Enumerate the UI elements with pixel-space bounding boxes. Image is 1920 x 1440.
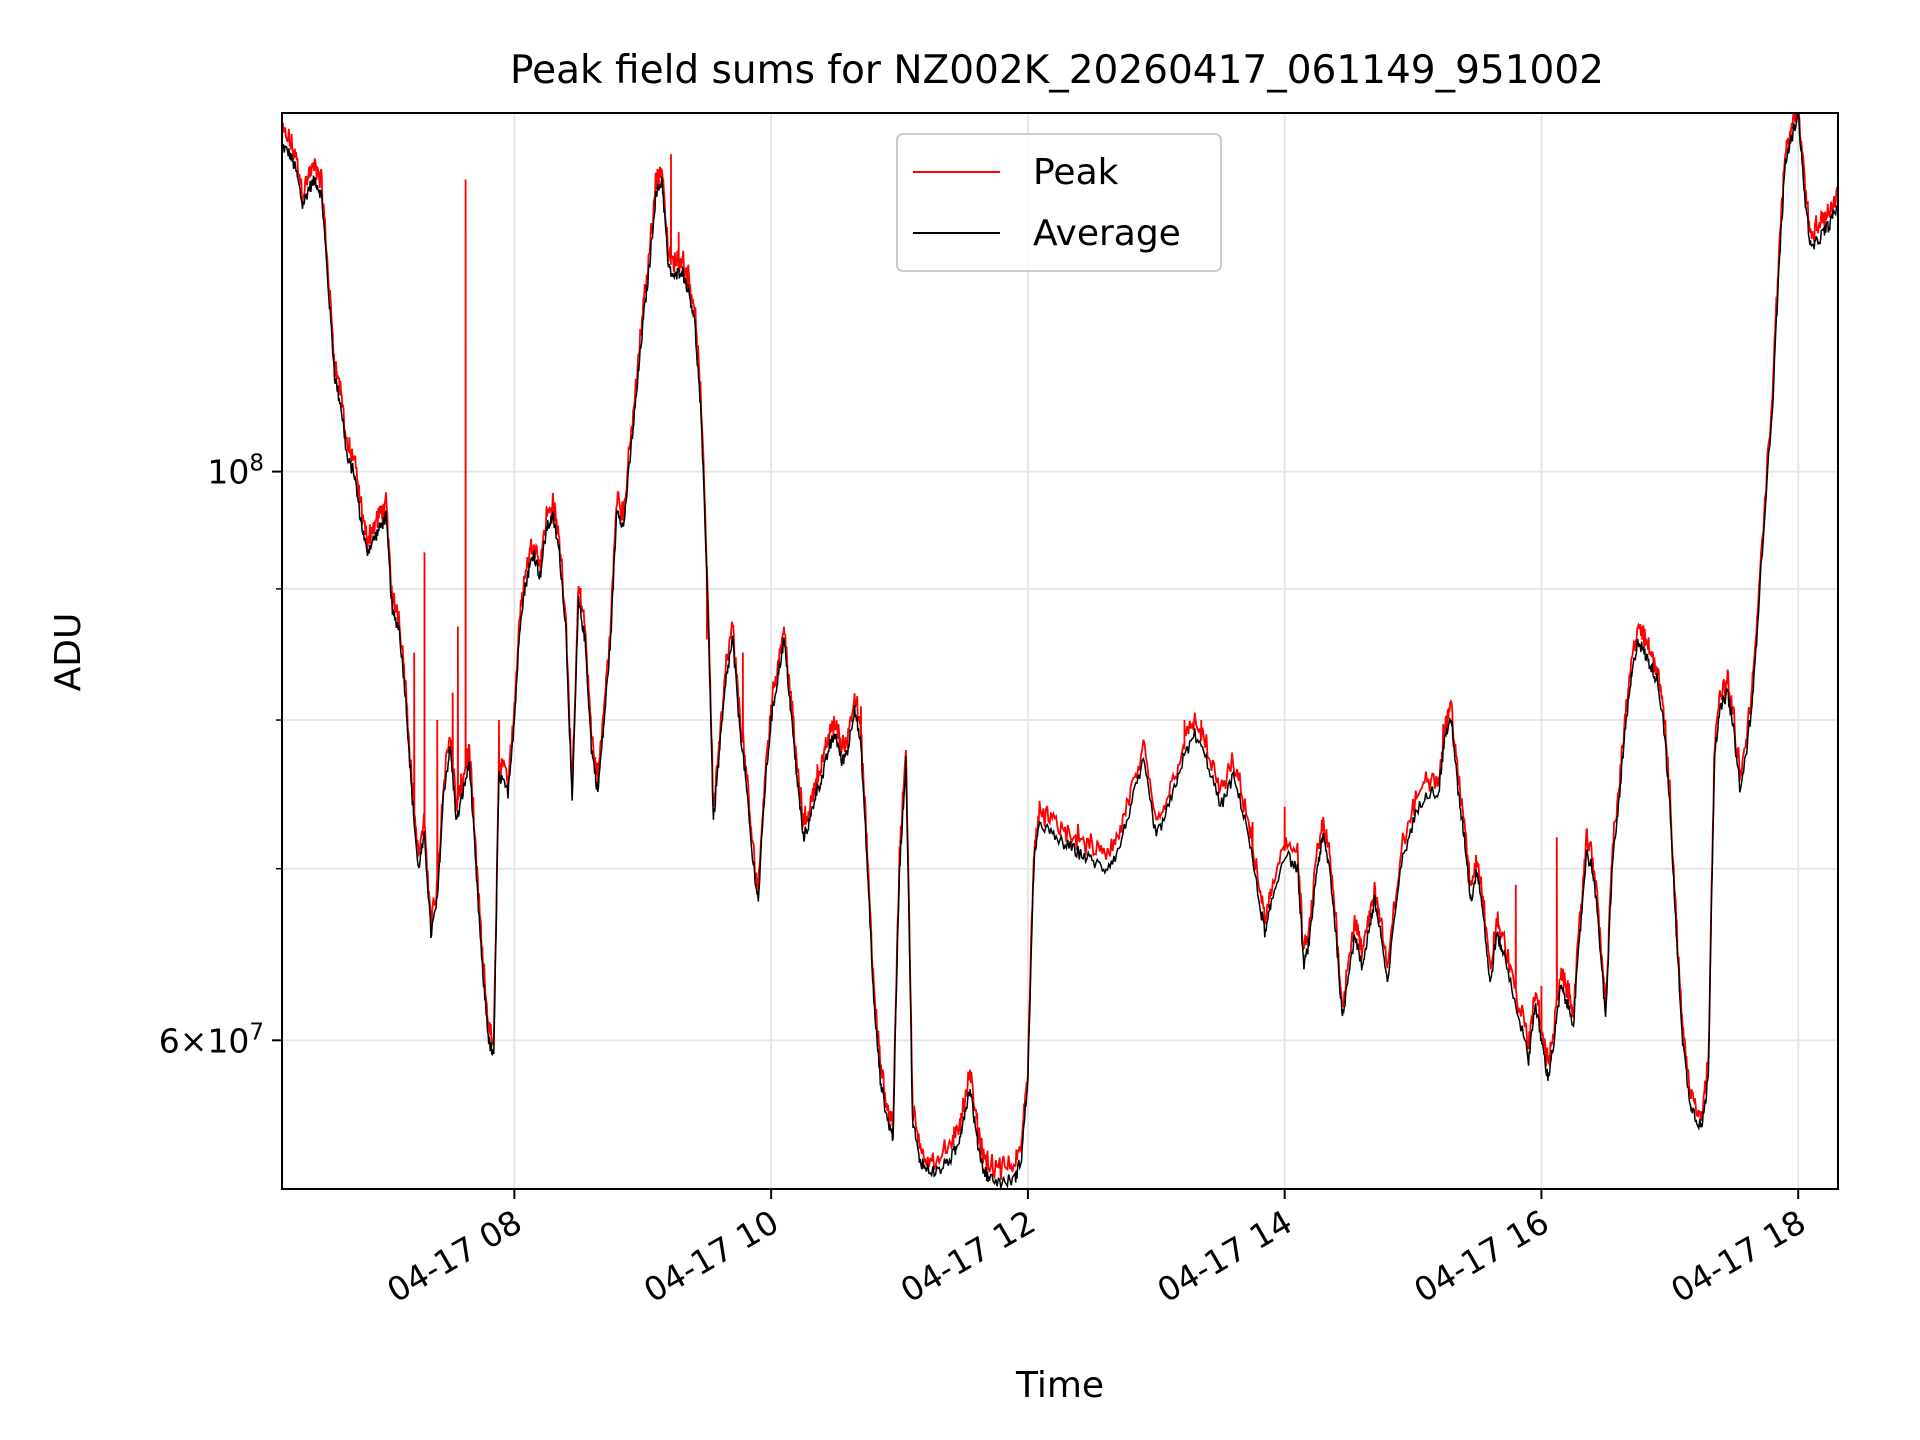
plot-frame [281, 112, 1839, 1190]
y-axis-label: ADU [48, 613, 89, 692]
y-axis: 108 6×107 [159, 451, 282, 1060]
x-axis-label: Time [1015, 1365, 1104, 1406]
grid-lines [282, 113, 1838, 1189]
legend-label-peak: Peak [1033, 152, 1119, 193]
y-tick-label-1: 6×107 [159, 1019, 264, 1060]
legend-label-average: Average [1033, 213, 1181, 254]
legend: Peak Average [896, 133, 1222, 272]
y-tick-label-0: 108 [207, 451, 264, 492]
chart-title: Peak field sums for NZ002K_20260417_0611… [510, 48, 1604, 93]
plot-area [281, 112, 1839, 1189]
legend-box [896, 133, 1222, 272]
series-line-peak [281, 112, 1839, 1180]
series-line-average [281, 112, 1839, 1189]
